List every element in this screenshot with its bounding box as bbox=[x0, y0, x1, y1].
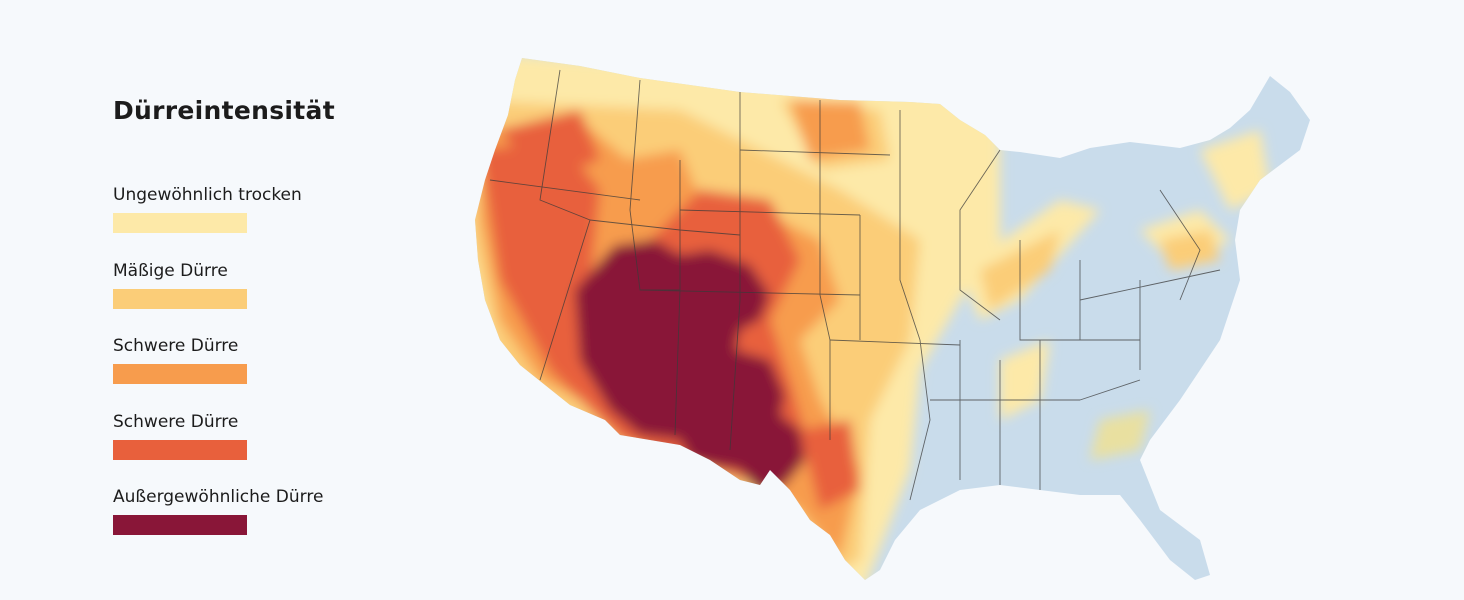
legend-swatch bbox=[113, 213, 247, 233]
legend-label: Schwere Dürre bbox=[113, 336, 239, 356]
legend-item-extreme-drought: Schwere Dürre bbox=[113, 411, 247, 460]
legend-item-exceptional-drought: Außergewöhnliche Dürre bbox=[113, 486, 323, 535]
legend-swatch bbox=[113, 515, 247, 535]
legend-swatch bbox=[113, 289, 247, 309]
legend-swatch bbox=[113, 364, 247, 384]
state-borders bbox=[489, 69, 1221, 501]
legend-item-abnormally-dry: Ungewöhnlich trocken bbox=[113, 184, 302, 233]
legend-item-moderate-drought: Mäßige Dürre bbox=[113, 260, 247, 309]
usa-drought-map bbox=[475, 58, 1310, 580]
legend-label: Außergewöhnliche Dürre bbox=[113, 487, 324, 507]
legend-swatch bbox=[113, 440, 247, 460]
legend-label: Mäßige Dürre bbox=[113, 261, 228, 281]
legend-label: Ungewöhnlich trocken bbox=[113, 185, 302, 205]
legend-item-severe-drought: Schwere Dürre bbox=[113, 335, 247, 384]
legend-label: Schwere Dürre bbox=[113, 412, 239, 432]
legend: Dürreintensität Ungewöhnlich trocken Mäß… bbox=[113, 94, 413, 535]
legend-title: Dürreintensität bbox=[113, 96, 335, 125]
